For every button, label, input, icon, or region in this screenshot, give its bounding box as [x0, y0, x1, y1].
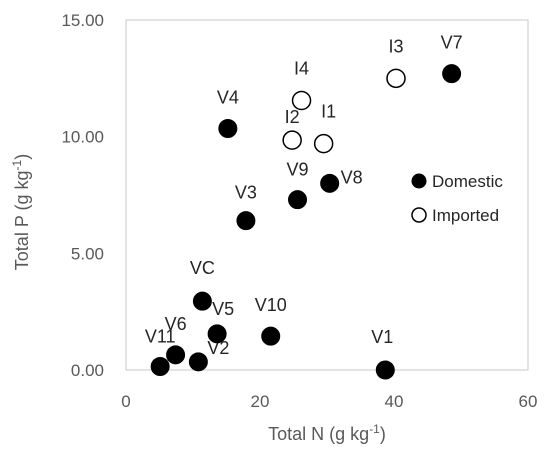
x-tick-label: 20 — [251, 392, 270, 411]
domestic-point-v7 — [442, 64, 462, 84]
y-axis-label-main: Total P (g kg — [12, 170, 32, 270]
point-label-v11: V11 — [145, 327, 176, 347]
point-label-v4: V4 — [217, 88, 239, 108]
x-tick-label: 60 — [519, 392, 538, 411]
imported-point-i1 — [313, 133, 334, 154]
point-label-i2: I2 — [285, 107, 300, 127]
point-label-v7: V7 — [441, 33, 463, 53]
point-label-v3: V3 — [235, 183, 257, 203]
point-label-vc: VC — [190, 258, 215, 278]
legend-label-domestic: Domestic — [432, 172, 503, 191]
data-points: V1 V2 V3 V4 V5 V6 V7 V8 V9 V10 V11 VC I1 I2 I3 I4 — [145, 33, 463, 380]
domestic-point-v6 — [166, 345, 186, 365]
y-axis-label-sup: -1 — [10, 159, 24, 170]
domestic-point-v8 — [320, 173, 340, 193]
domestic-point-v4 — [218, 119, 238, 138]
domestic-point-v3 — [236, 211, 256, 231]
point-label-v5: V5 — [212, 299, 234, 319]
point-label-i4: I4 — [294, 59, 309, 79]
legend-label-imported: Imported — [432, 206, 499, 225]
domestic-point-v9 — [288, 190, 308, 210]
domestic-point-v1 — [375, 360, 395, 380]
domestic-point-v5 — [207, 324, 227, 344]
domestic-point-vc — [192, 291, 212, 311]
x-tick-label: 0 — [121, 392, 130, 411]
point-label-v6: V6 — [165, 314, 187, 334]
legend: Domestic Imported — [411, 172, 503, 225]
imported-point-i4 — [291, 90, 312, 111]
x-axis-label-sup: -1 — [369, 422, 380, 436]
y-axis-label-end: ) — [12, 154, 32, 160]
y-tick-label: 5.00 — [71, 244, 104, 263]
point-label-i3: I3 — [389, 36, 404, 56]
domestic-point-v10 — [261, 326, 281, 346]
x-axis-label-end: ) — [380, 424, 386, 444]
legend-marker-imported — [411, 207, 427, 223]
domestic-point-v2 — [188, 352, 208, 372]
y-tick-label: 10.00 — [61, 128, 104, 147]
point-label-v10: V10 — [255, 295, 287, 315]
legend-marker-domestic — [411, 173, 427, 189]
imported-point-i3 — [386, 68, 406, 89]
point-label-v9: V9 — [287, 160, 309, 180]
x-axis-label-main: Total N (g kg — [268, 424, 369, 444]
y-axis-ticks: 0.00 5.00 10.00 15.00 — [61, 11, 104, 380]
imported-point-i2 — [282, 130, 302, 150]
x-tick-label: 40 — [385, 392, 404, 411]
y-tick-label: 0.00 — [71, 361, 104, 380]
y-axis-label: Total P (g kg-1) — [10, 154, 32, 270]
point-label-v1: V1 — [371, 327, 393, 347]
y-tick-label: 15.00 — [61, 11, 104, 30]
point-label-i1: I1 — [321, 102, 336, 122]
plot-area — [125, 19, 529, 371]
x-axis-label: Total N (g kg-1) — [268, 422, 386, 444]
point-label-v8: V8 — [341, 167, 363, 187]
point-label-v2: V2 — [207, 338, 229, 358]
x-axis-ticks: 0 20 40 60 — [121, 392, 537, 411]
domestic-point-v11 — [150, 357, 170, 376]
